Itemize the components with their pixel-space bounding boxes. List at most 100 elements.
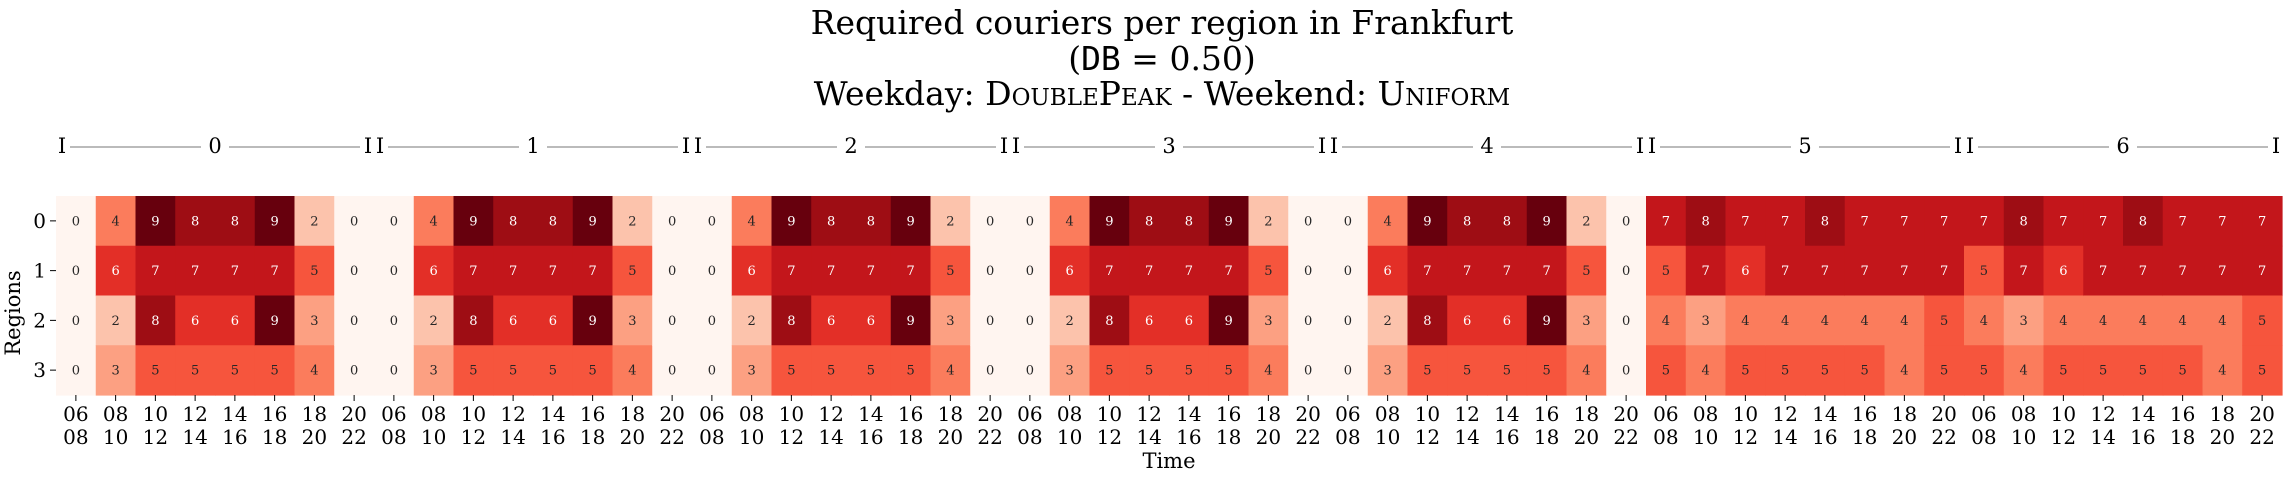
y-tick-label: 0 bbox=[33, 209, 46, 233]
cell-value-label: 2 bbox=[429, 314, 437, 329]
x-tick-label-start: 08 bbox=[2011, 402, 2036, 426]
x-tick-label-end: 10 bbox=[421, 425, 446, 449]
cell-value-label: 7 bbox=[1980, 214, 1988, 229]
cell-value-label: 7 bbox=[2099, 214, 2107, 229]
cell-value-label: 5 bbox=[946, 264, 954, 279]
heatmap-cell bbox=[1964, 245, 2005, 297]
cell-value-label: 5 bbox=[1105, 364, 1113, 379]
cell-value-label: 4 bbox=[1900, 364, 1908, 379]
cell-value-label: 9 bbox=[1224, 214, 1232, 229]
cell-value-label: 7 bbox=[2218, 264, 2226, 279]
day-bracket-start-3: I bbox=[1012, 134, 1020, 158]
cell-value-label: 5 bbox=[469, 364, 477, 379]
cell-value-label: 5 bbox=[1662, 364, 1670, 379]
cell-value-label: 8 bbox=[509, 214, 517, 229]
heatmap-cell bbox=[1407, 196, 1448, 247]
heatmap-cells: 0 0 0 0 4 6 2 3 9 7 8 5 8 7 6 5 8 7 6 5 9 7 9 5 2 5 3 4 0 0 0 0 0 0 0 0 4 6 2 3… bbox=[56, 196, 2283, 396]
x-tick-label-end: 10 bbox=[1693, 425, 1718, 449]
heatmap-cell bbox=[771, 345, 812, 396]
heatmap-cell bbox=[2242, 295, 2283, 346]
heatmap-cell bbox=[1447, 245, 1488, 297]
heatmap-cell bbox=[1606, 295, 1647, 346]
x-tick-label-start: 18 bbox=[2210, 402, 2235, 426]
x-tick-label-end: 08 bbox=[381, 425, 406, 449]
heatmap-cell bbox=[1844, 245, 1886, 297]
cell-value-label: 4 bbox=[1860, 314, 1868, 329]
cell-value-label: 0 bbox=[1304, 314, 1312, 329]
x-tick-label-start: 14 bbox=[222, 402, 247, 426]
heatmap-cell bbox=[1606, 345, 1647, 396]
heatmap-cell bbox=[56, 196, 97, 247]
cell-value-label: 5 bbox=[628, 264, 636, 279]
day-bracket-end-4: I bbox=[1636, 134, 1644, 158]
cell-value-label: 5 bbox=[231, 364, 239, 379]
heatmap-cell bbox=[1526, 345, 1568, 396]
x-tick-label-start: 18 bbox=[1892, 402, 1917, 426]
heatmap-cell bbox=[811, 196, 852, 247]
cell-value-label: 5 bbox=[1980, 264, 1988, 279]
x-tick-label-start: 08 bbox=[1693, 402, 1718, 426]
chart-title: Required couriers per region in Frankfur… bbox=[811, 3, 1514, 113]
cell-value-label: 5 bbox=[1741, 364, 1749, 379]
heatmap-cell bbox=[1487, 196, 1528, 247]
cell-value-label: 3 bbox=[1701, 314, 1709, 329]
heatmap-cell bbox=[1407, 295, 1448, 346]
x-tick-label-end: 16 bbox=[858, 425, 883, 449]
cell-value-label: 8 bbox=[1423, 314, 1431, 329]
heatmap-cell bbox=[334, 295, 375, 346]
cell-value-label: 7 bbox=[191, 264, 199, 279]
heatmap-cell bbox=[453, 295, 494, 346]
cell-value-label: 6 bbox=[191, 314, 199, 329]
heatmap-cell bbox=[2083, 295, 2124, 346]
cell-value-label: 4 bbox=[2178, 314, 2186, 329]
cell-value-label: 7 bbox=[1662, 214, 1670, 229]
heatmap-cell bbox=[731, 345, 773, 396]
cell-value-label: 0 bbox=[708, 314, 716, 329]
day-label-1: 1 bbox=[526, 134, 539, 158]
cell-value-label: 0 bbox=[668, 364, 676, 379]
cell-value-label: 9 bbox=[906, 214, 914, 229]
cell-value-label: 3 bbox=[1383, 364, 1391, 379]
cell-value-label: 9 bbox=[787, 214, 795, 229]
heatmap-cell bbox=[2162, 295, 2204, 346]
heatmap-cell bbox=[413, 196, 455, 247]
cell-value-label: 4 bbox=[1662, 314, 1670, 329]
cell-value-label: 7 bbox=[1821, 264, 1829, 279]
heatmap-cell bbox=[1129, 245, 1170, 297]
cell-value-label: 7 bbox=[2099, 264, 2107, 279]
cell-value-label: 5 bbox=[1582, 264, 1590, 279]
heatmap-cell bbox=[2202, 295, 2243, 346]
heatmap-cell bbox=[890, 196, 932, 247]
heatmap-cell bbox=[453, 196, 494, 247]
heatmap-cell bbox=[2083, 245, 2124, 297]
heatmap-cell bbox=[1447, 345, 1488, 396]
cell-value-label: 9 bbox=[1542, 314, 1550, 329]
cell-value-label: 4 bbox=[1383, 214, 1391, 229]
cell-value-label: 4 bbox=[111, 214, 119, 229]
x-tick-label-start: 08 bbox=[739, 402, 764, 426]
x-tick-label-end: 08 bbox=[699, 425, 724, 449]
x-tick-label-end: 08 bbox=[1971, 425, 1996, 449]
y-tick-label: 3 bbox=[33, 358, 46, 382]
heatmap-cell bbox=[2202, 345, 2243, 396]
x-tick-label-start: 10 bbox=[1733, 402, 1758, 426]
x-tick-label-end: 16 bbox=[1812, 425, 1837, 449]
heatmap-cell bbox=[1844, 345, 1886, 396]
heatmap-cell bbox=[254, 345, 296, 396]
heatmap-cell bbox=[1248, 295, 1289, 346]
cell-value-label: 9 bbox=[1224, 314, 1232, 329]
heatmap-cell bbox=[1049, 196, 1091, 247]
cell-value-label: 5 bbox=[1821, 364, 1829, 379]
heatmap-cell bbox=[1447, 196, 1488, 247]
cell-value-label: 7 bbox=[1940, 264, 1948, 279]
cell-value-label: 6 bbox=[1503, 314, 1511, 329]
cell-value-label: 8 bbox=[549, 214, 557, 229]
cell-value-label: 3 bbox=[747, 364, 755, 379]
cell-value-label: 0 bbox=[1622, 264, 1630, 279]
x-tick-label-start: 16 bbox=[1216, 402, 1241, 426]
title-line-2-code: DB bbox=[1081, 39, 1121, 78]
title-line-2-prefix: ( bbox=[1068, 39, 1081, 78]
cell-value-label: 5 bbox=[1542, 364, 1550, 379]
cell-value-label: 0 bbox=[72, 214, 80, 229]
cell-value-label: 2 bbox=[946, 214, 954, 229]
